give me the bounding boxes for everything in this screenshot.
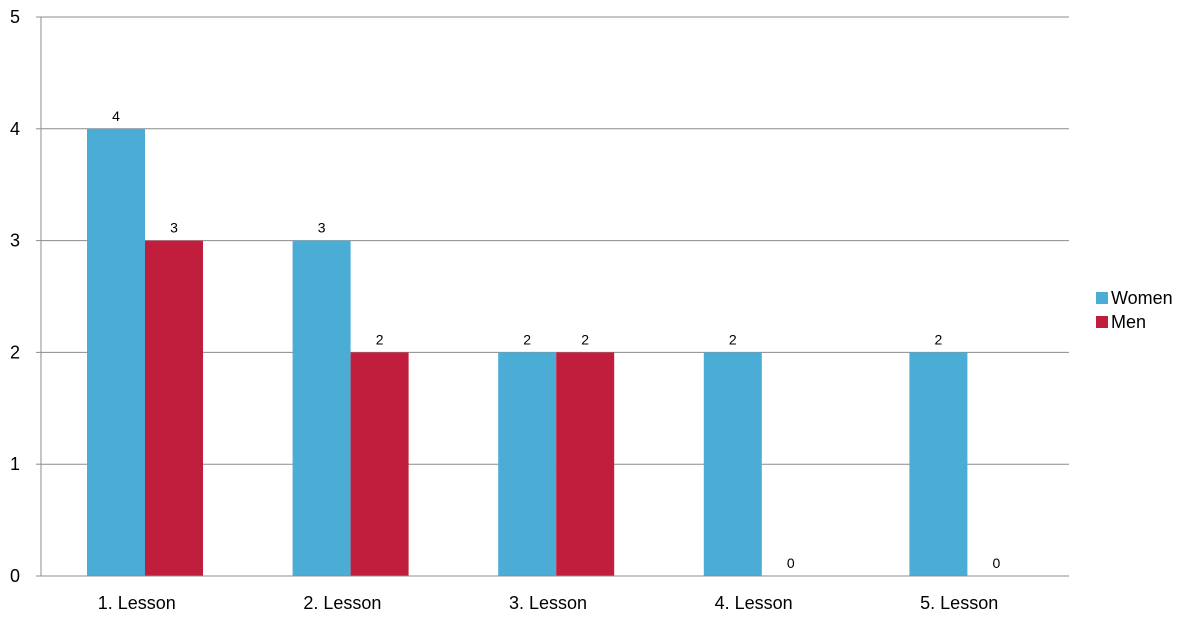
bar-men bbox=[145, 240, 203, 576]
x-tick-label: 1. Lesson bbox=[98, 593, 176, 613]
data-label: 2 bbox=[523, 331, 531, 347]
legend-item-women: Women bbox=[1096, 286, 1173, 310]
y-tick-label: 0 bbox=[10, 566, 20, 586]
data-label: 0 bbox=[787, 555, 795, 571]
bar-men bbox=[350, 352, 409, 576]
legend-swatch-men bbox=[1096, 316, 1108, 328]
x-tick-label: 3. Lesson bbox=[509, 593, 587, 613]
axes: 0 1 2 3 4 5 1. Lesson 2. Lesson 3. Lesson 4. Less… bbox=[10, 7, 1069, 613]
bar-women bbox=[909, 352, 968, 576]
bar-women bbox=[498, 352, 557, 576]
data-label: 2 bbox=[581, 331, 589, 347]
y-tick-label: 1 bbox=[10, 454, 20, 474]
bars bbox=[87, 128, 968, 577]
legend-label-women: Women bbox=[1111, 287, 1173, 308]
legend: Women Men bbox=[1096, 286, 1173, 334]
bar-women bbox=[703, 352, 762, 576]
legend-swatch-women bbox=[1096, 292, 1108, 304]
y-tick-label: 4 bbox=[10, 119, 20, 139]
gridlines bbox=[41, 16, 1069, 465]
data-label: 2 bbox=[729, 331, 737, 347]
data-label: 3 bbox=[318, 220, 326, 236]
legend-item-men: Men bbox=[1096, 310, 1173, 334]
x-tick-label: 5. Lesson bbox=[920, 593, 998, 613]
legend-label-men: Men bbox=[1111, 311, 1147, 332]
x-tick-label: 2. Lesson bbox=[303, 593, 381, 613]
data-label: 2 bbox=[376, 331, 384, 347]
y-tick-label: 5 bbox=[10, 7, 20, 27]
x-tick-label: 4. Lesson bbox=[715, 593, 793, 613]
y-tick-label: 2 bbox=[10, 342, 20, 362]
data-label: 4 bbox=[112, 108, 120, 124]
data-label: 3 bbox=[170, 220, 178, 236]
data-label: 2 bbox=[935, 331, 943, 347]
bar-men bbox=[556, 352, 615, 576]
bar-women bbox=[292, 240, 351, 576]
data-labels: 4 3 3 2 2 2 2 0 2 0 bbox=[112, 108, 1000, 571]
y-tick-label: 3 bbox=[10, 231, 20, 251]
data-label: 0 bbox=[993, 555, 1001, 571]
bar-women bbox=[87, 128, 145, 577]
